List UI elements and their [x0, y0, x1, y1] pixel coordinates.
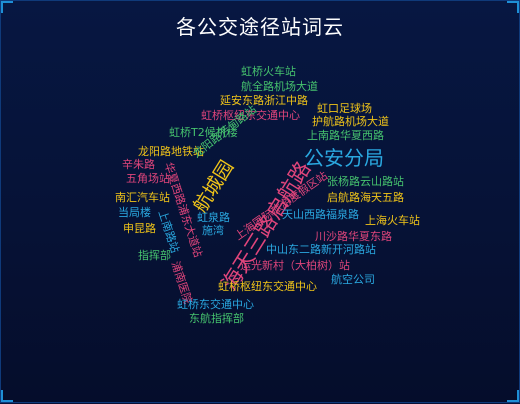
cloud-word: 虹泉路	[197, 211, 230, 224]
cloud-word: 川沙路华夏东路	[315, 230, 392, 243]
corner-decoration	[507, 1, 519, 13]
cloud-word: 东航指挥部	[189, 312, 244, 325]
cloud-word: 运光新村（大柏树）站	[240, 259, 350, 272]
cloud-word: 当局楼	[118, 206, 151, 219]
cloud-word: 启航路海天五路	[327, 191, 404, 204]
cloud-word: 上海火车站	[365, 214, 420, 227]
cloud-word: 五角场站	[126, 172, 170, 185]
cloud-word: 辛朱路	[122, 158, 155, 171]
cloud-word: 虹桥枢纽东交通中心	[218, 280, 317, 293]
cloud-word: 虹口足球场	[317, 102, 372, 115]
cloud-word: 海天三路启航路	[217, 157, 316, 295]
cloud-word: 上南路华夏西路	[307, 129, 384, 142]
corner-decoration	[507, 390, 519, 402]
cloud-word: 延安东路浙江中路	[220, 94, 308, 107]
cloud-word: 护航路机场大道	[312, 115, 389, 128]
cloud-word: 天山西路福泉路	[282, 208, 359, 221]
cloud-word: 申昆路	[123, 222, 156, 235]
cloud-word: 施湾	[202, 224, 224, 237]
cloud-word: 指挥部	[138, 249, 171, 262]
corner-decoration	[1, 1, 13, 13]
cloud-word: 航空公司	[331, 273, 375, 286]
cloud-word: 张杨路云山路站	[327, 175, 404, 188]
cloud-word: 航城园	[189, 156, 239, 217]
cloud-word: 航全路机场大道	[241, 80, 318, 93]
cloud-word: 虹桥枢纽东交通中心	[201, 109, 300, 122]
cloud-word: 龙阳路地铁站	[138, 145, 204, 158]
cloud-word: 虹桥东交通中心	[177, 298, 254, 311]
cloud-word: 虹桥T2候机楼	[169, 126, 238, 139]
cloud-word: 中山东二路新开河路站	[266, 243, 376, 256]
cloud-word: 公安分局	[304, 146, 384, 170]
cloud-word: 虹桥火车站	[241, 65, 296, 78]
corner-decoration	[1, 390, 13, 402]
cloud-word: 上南路站	[155, 208, 182, 255]
cloud-word: 南汇汽车站	[115, 191, 170, 204]
chart-title: 各公交途径站词云	[176, 15, 344, 39]
